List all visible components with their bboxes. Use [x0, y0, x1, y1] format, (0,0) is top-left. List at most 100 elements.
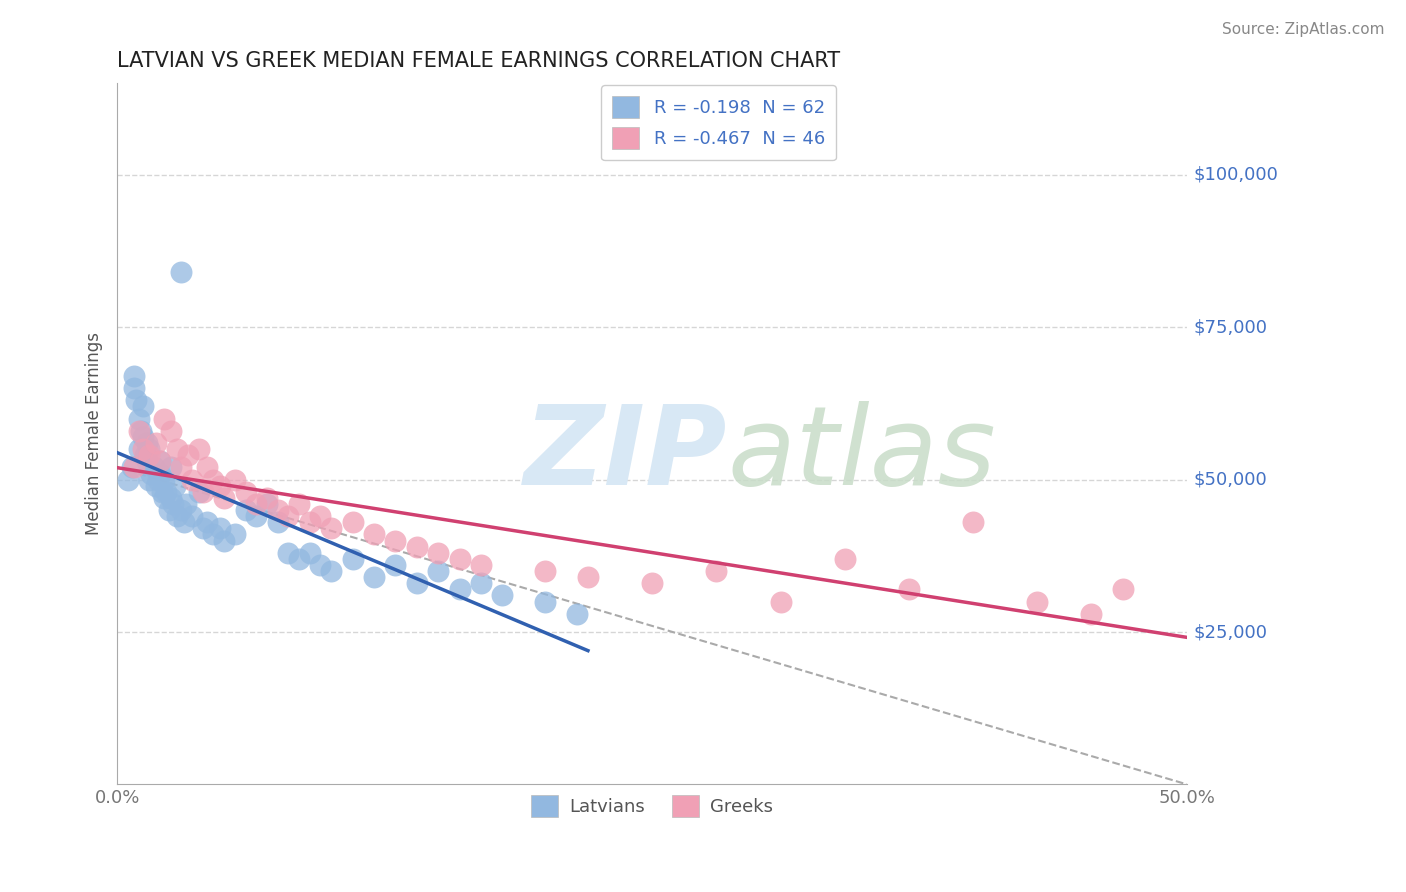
Point: [124, 460, 146, 475]
Point: [149, 454, 172, 468]
Point: [132, 430, 155, 444]
Text: $25,000: $25,000: [1194, 623, 1268, 641]
Point: [534, 594, 557, 608]
Point: [704, 564, 727, 578]
Point: [470, 576, 492, 591]
Point: [576, 570, 599, 584]
Point: [202, 527, 225, 541]
Text: ZIP: ZIP: [524, 401, 727, 508]
Point: [202, 473, 225, 487]
Point: [149, 454, 172, 468]
Point: [449, 552, 471, 566]
Point: [235, 503, 257, 517]
Point: [266, 516, 288, 530]
Point: [159, 491, 181, 505]
Point: [157, 503, 180, 517]
Point: [163, 479, 186, 493]
Point: [212, 533, 235, 548]
Point: [136, 436, 159, 450]
Point: [342, 516, 364, 530]
Legend: Latvians, Greeks: Latvians, Greeks: [524, 788, 780, 824]
Point: [298, 516, 321, 530]
Point: [145, 479, 167, 493]
Point: [141, 467, 163, 481]
Point: [427, 546, 450, 560]
Point: [173, 516, 195, 530]
Text: $50,000: $50,000: [1194, 471, 1267, 489]
Point: [121, 460, 143, 475]
Point: [195, 516, 218, 530]
Point: [138, 448, 160, 462]
Point: [470, 558, 492, 572]
Point: [159, 424, 181, 438]
Point: [125, 393, 148, 408]
Point: [212, 491, 235, 505]
Point: [363, 570, 385, 584]
Point: [191, 484, 214, 499]
Point: [153, 411, 176, 425]
Point: [534, 564, 557, 578]
Point: [277, 509, 299, 524]
Point: [962, 516, 984, 530]
Point: [128, 411, 150, 425]
Text: $75,000: $75,000: [1194, 318, 1268, 336]
Point: [195, 460, 218, 475]
Point: [288, 497, 311, 511]
Point: [191, 521, 214, 535]
Point: [491, 589, 513, 603]
Point: [256, 497, 278, 511]
Point: [153, 473, 176, 487]
Point: [166, 442, 188, 457]
Point: [449, 582, 471, 597]
Point: [145, 436, 167, 450]
Point: [224, 527, 246, 541]
Point: [321, 564, 343, 578]
Point: [277, 546, 299, 560]
Point: [162, 497, 184, 511]
Point: [150, 484, 173, 499]
Point: [897, 582, 920, 597]
Point: [174, 497, 197, 511]
Point: [641, 576, 664, 591]
Point: [128, 442, 150, 457]
Point: [124, 368, 146, 383]
Point: [159, 460, 181, 475]
Point: [309, 558, 332, 572]
Point: [166, 509, 188, 524]
Point: [384, 533, 406, 548]
Point: [298, 546, 321, 560]
Point: [405, 576, 427, 591]
Point: [138, 442, 160, 457]
Point: [181, 473, 204, 487]
Point: [138, 473, 160, 487]
Point: [187, 484, 209, 499]
Point: [266, 503, 288, 517]
Point: [170, 460, 193, 475]
Point: [136, 454, 159, 468]
Point: [405, 540, 427, 554]
Point: [235, 484, 257, 499]
Point: [187, 442, 209, 457]
Point: [128, 424, 150, 438]
Point: [245, 509, 267, 524]
Point: [567, 607, 589, 621]
Point: [384, 558, 406, 572]
Text: LATVIAN VS GREEK MEDIAN FEMALE EARNINGS CORRELATION CHART: LATVIAN VS GREEK MEDIAN FEMALE EARNINGS …: [117, 51, 841, 70]
Point: [142, 460, 165, 475]
Point: [134, 448, 156, 462]
Point: [256, 491, 278, 505]
Point: [208, 479, 231, 493]
Point: [363, 527, 385, 541]
Point: [177, 448, 200, 462]
Point: [224, 473, 246, 487]
Point: [132, 442, 155, 457]
Point: [129, 424, 152, 438]
Text: $100,000: $100,000: [1194, 166, 1278, 184]
Point: [1080, 607, 1102, 621]
Point: [309, 509, 332, 524]
Point: [170, 503, 193, 517]
Point: [124, 381, 146, 395]
Y-axis label: Median Female Earnings: Median Female Earnings: [86, 333, 103, 535]
Point: [181, 509, 204, 524]
Point: [149, 467, 172, 481]
